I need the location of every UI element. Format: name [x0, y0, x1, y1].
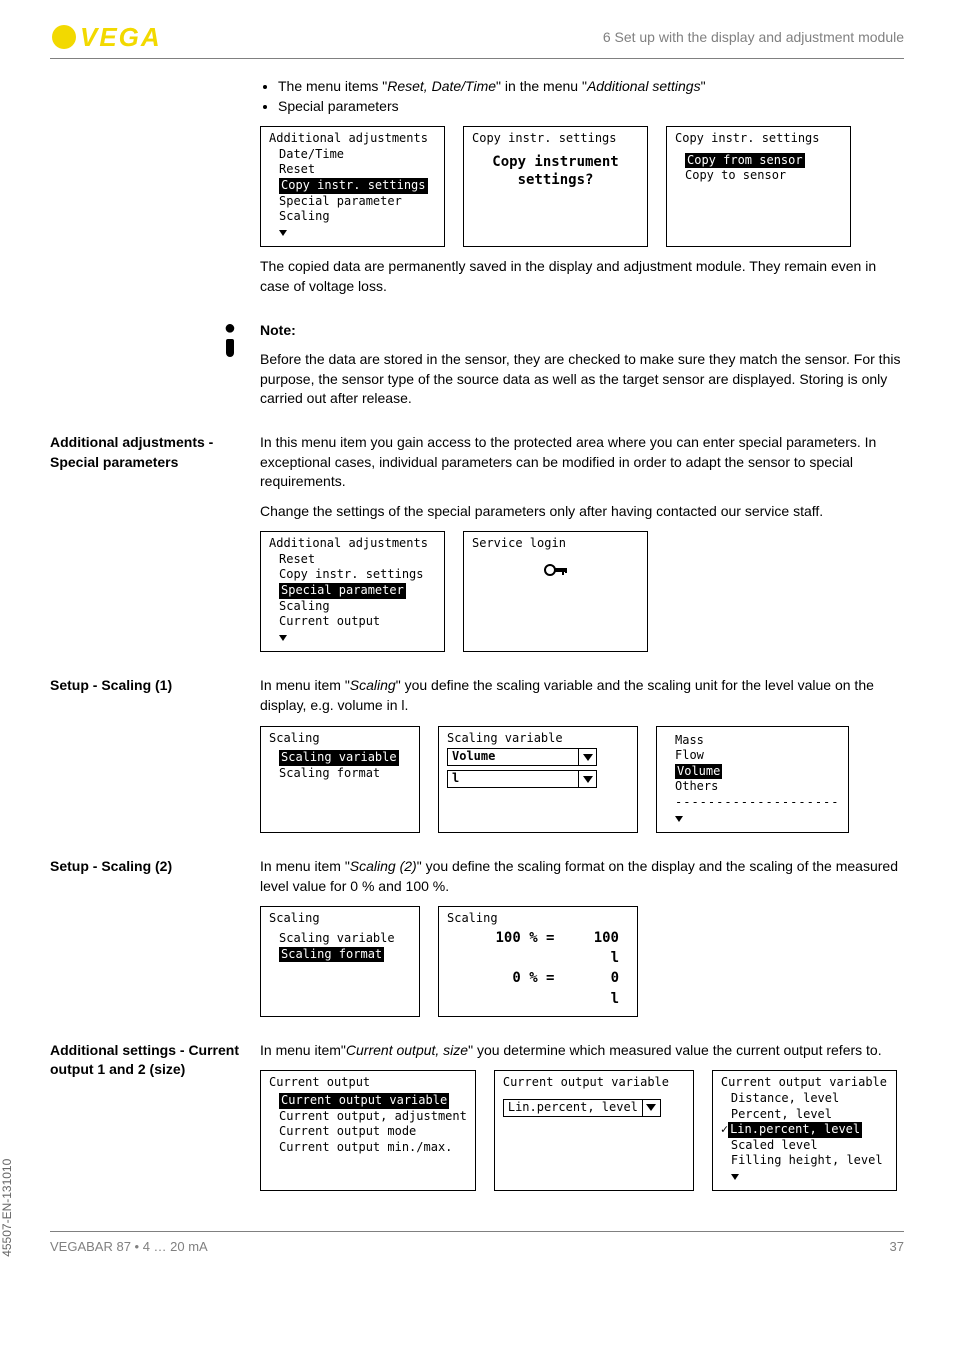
heading-scaling-2: Setup - Scaling (2)	[50, 857, 260, 1027]
svg-text:VEGA: VEGA	[80, 22, 162, 52]
copy-paragraph: The copied data are permanently saved in…	[260, 257, 904, 296]
ui-current-output-menu: Current output Current output variable C…	[260, 1070, 476, 1191]
chevron-down-icon	[279, 635, 287, 641]
ui-scaling-variable-select: Scaling variable Volume l	[438, 726, 638, 834]
chevron-down-icon	[578, 749, 596, 765]
note-title: Note:	[260, 322, 296, 338]
volume-dropdown[interactable]: Volume	[447, 748, 597, 766]
ui-current-output-variable-list: Current output variable Distance, level …	[712, 1070, 897, 1191]
ui-copy-instrument-prompt: Copy instr. settings Copy instrument set…	[463, 126, 648, 247]
doc-code-vertical: 45507-EN-131010	[0, 1159, 16, 1257]
ui-scaling-menu: Scaling Scaling variable Scaling format	[260, 726, 420, 834]
header-section-title: 6 Set up with the display and adjustment…	[603, 28, 904, 48]
vega-logo: VEGA	[50, 20, 180, 54]
ui-copy-direction: Copy instr. settings Copy from sensor Co…	[666, 126, 851, 247]
heading-scaling-1: Setup - Scaling (1)	[50, 676, 260, 843]
chevron-down-icon	[279, 230, 287, 236]
ui-additional-adjustments: Additional adjustments Date/Time Reset C…	[260, 126, 445, 247]
note-body: Before the data are stored in the sensor…	[260, 350, 904, 409]
info-icon: ●	[224, 321, 236, 419]
heading-current-output: Additional settings - Current output 1 a…	[50, 1041, 260, 1202]
heading-special-parameters: Additional adjustments - Special paramet…	[50, 433, 260, 663]
ui-scaling2-values: Scaling 100 % =100 l 0 % =0 l	[438, 906, 638, 1016]
checkmark-icon	[721, 1122, 728, 1136]
chevron-down-icon	[642, 1100, 660, 1116]
chevron-down-icon	[578, 771, 596, 787]
intro-bullets: The menu items "Reset, Date/Time" in the…	[260, 77, 904, 116]
key-icon	[544, 562, 568, 583]
chevron-down-icon	[731, 1174, 739, 1180]
ui-current-output-variable-select: Current output variable Lin.percent, lev…	[494, 1070, 694, 1191]
unit-dropdown[interactable]: l	[447, 770, 597, 788]
footer-page-number: 37	[890, 1238, 904, 1256]
ui-service-login: Service login	[463, 531, 648, 652]
ui-scaling2-menu: Scaling Scaling variable Scaling format	[260, 906, 420, 1016]
chevron-down-icon	[675, 816, 683, 822]
ui-special-adjustments: Additional adjustments Reset Copy instr.…	[260, 531, 445, 652]
footer-product: VEGABAR 87 • 4 … 20 mA	[50, 1238, 208, 1256]
current-output-dropdown[interactable]: Lin.percent, level	[503, 1099, 661, 1117]
ui-scaling-variable-list: Mass Flow Volume Others ----------------…	[656, 726, 849, 834]
